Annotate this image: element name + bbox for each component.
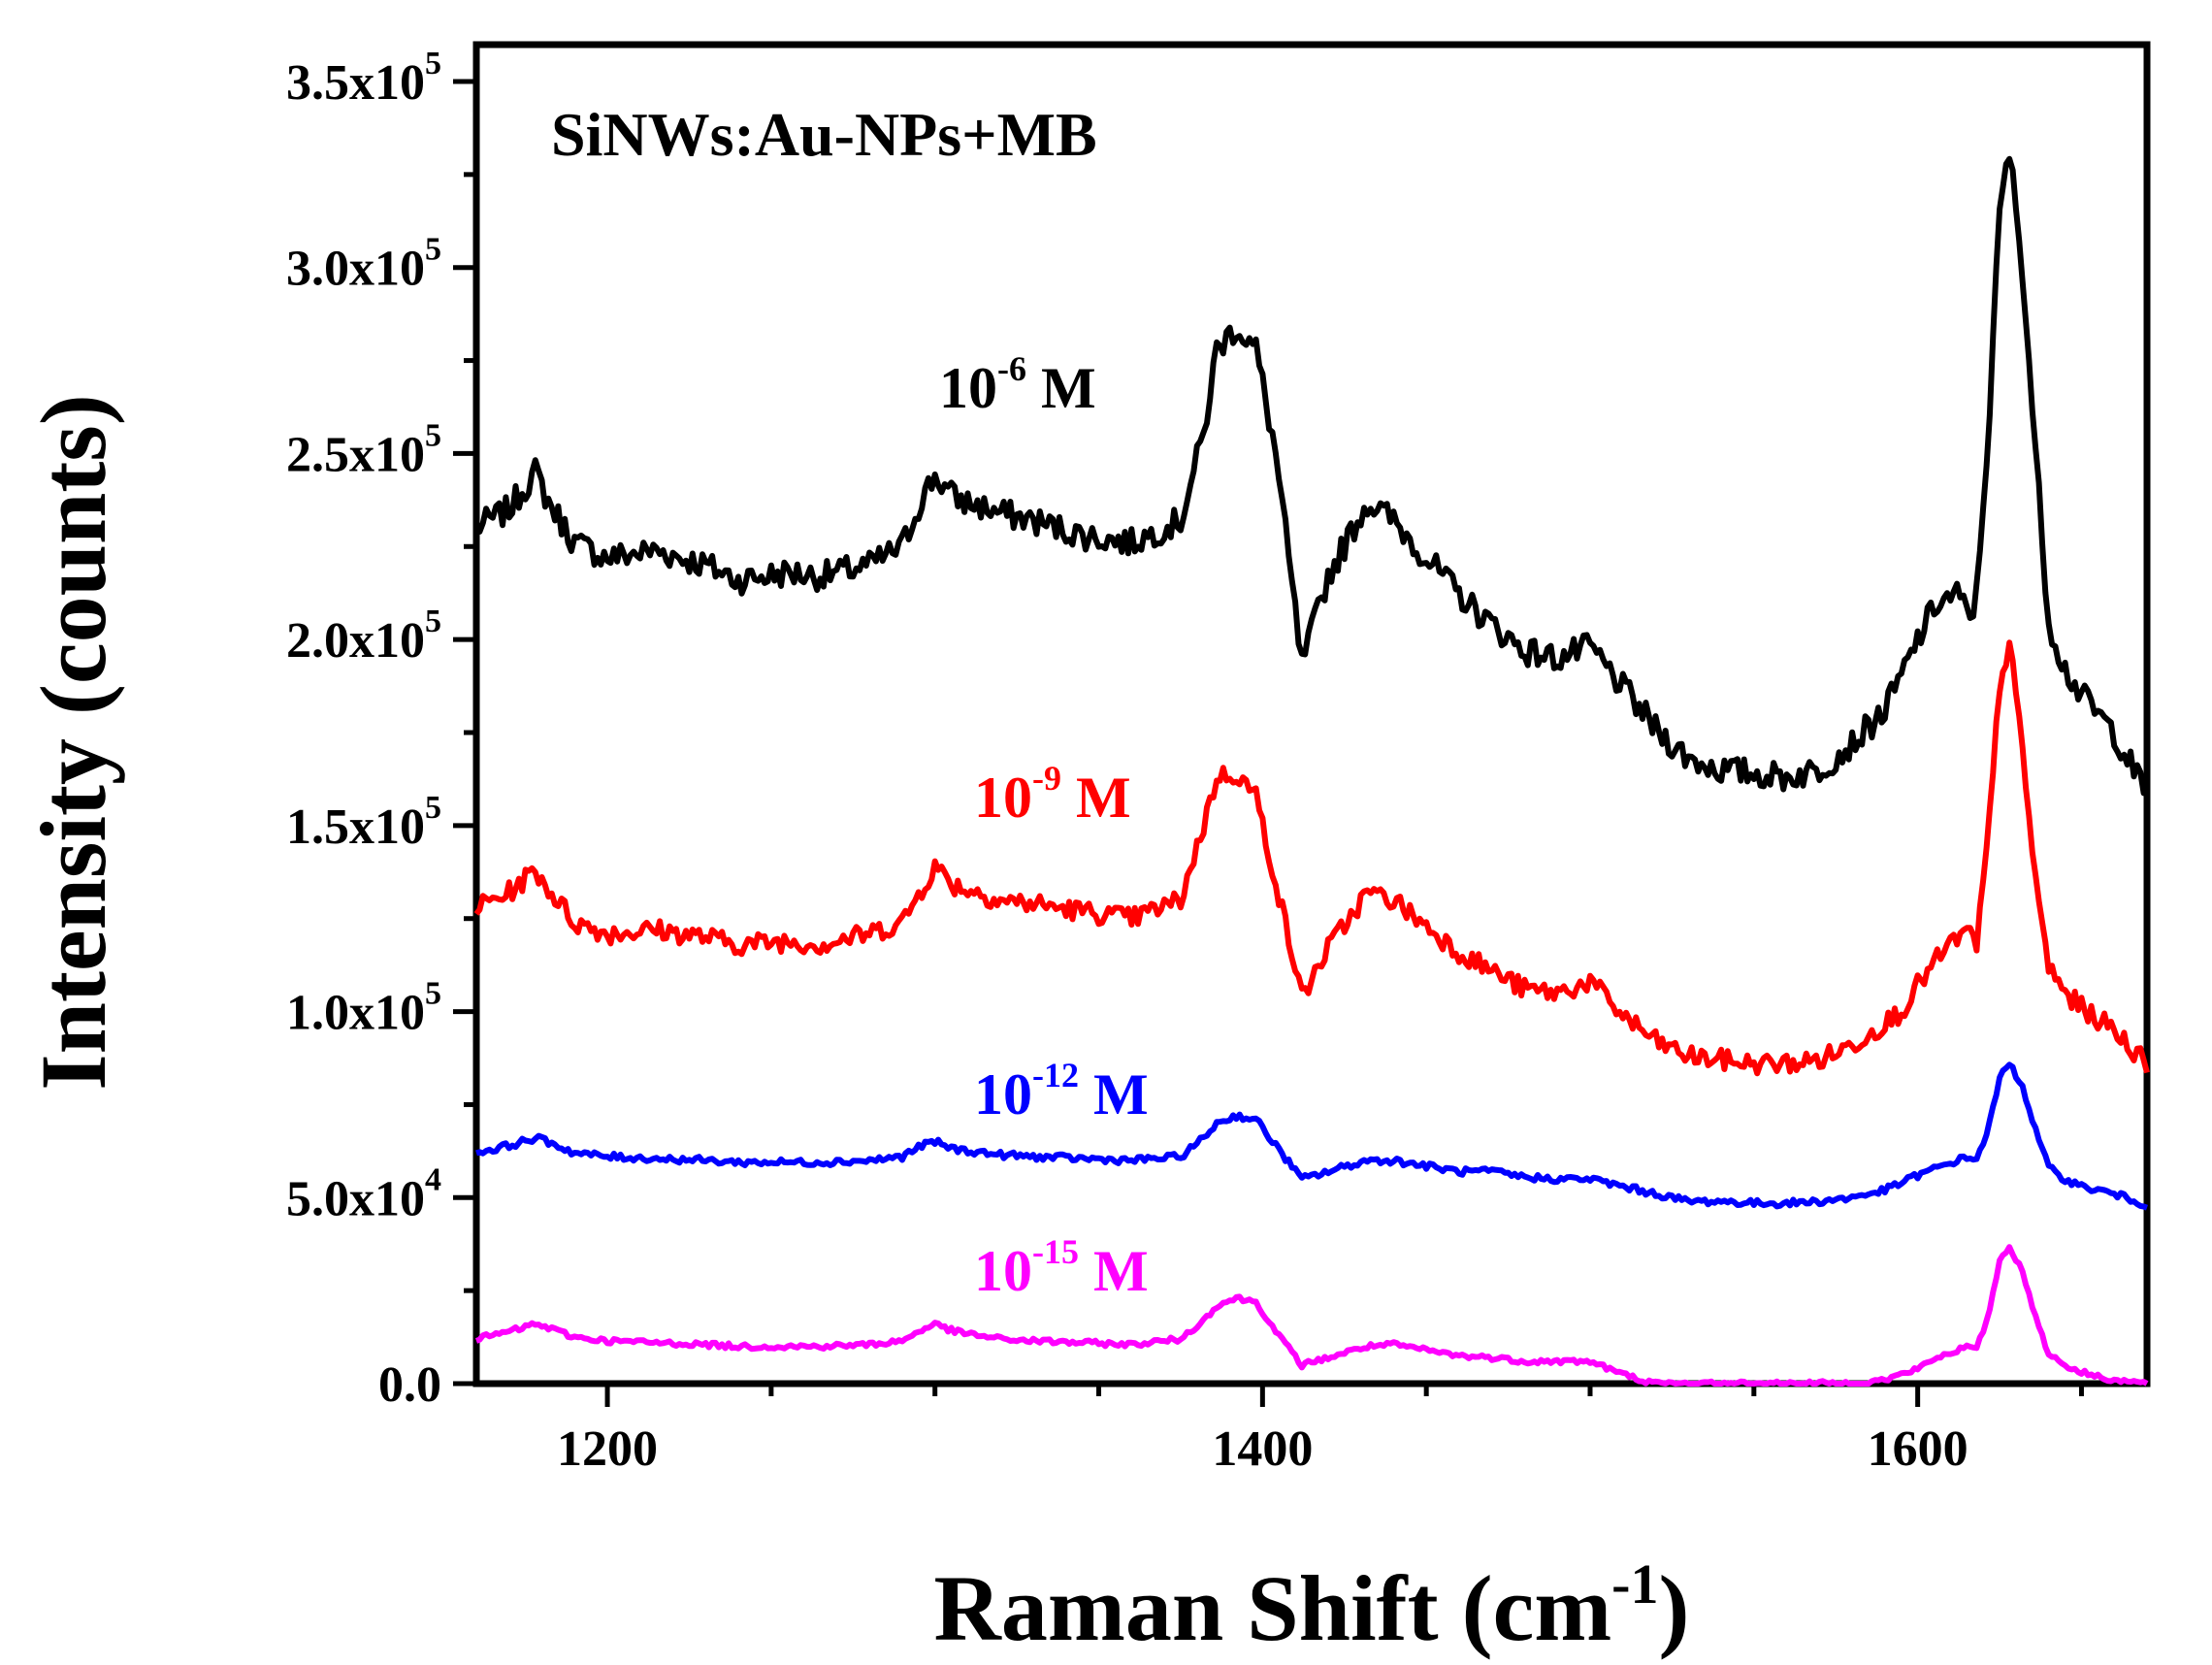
x-axis-ticks: 1200 1400 1600	[557, 1384, 2084, 1477]
y-tick-mantissa: 3.5x10	[286, 55, 425, 111]
y-tick-exponent: 5	[425, 604, 441, 639]
series-label-base: 10	[939, 356, 997, 420]
y-tick-mantissa: 0.0	[378, 1357, 441, 1413]
x-axis-title: Raman Shift (cm-1)	[934, 1552, 1690, 1660]
y-tick-mantissa: 1.5x10	[286, 800, 425, 855]
series-label-exponent: -6	[997, 349, 1026, 388]
y-tick-label: 0.0	[378, 1357, 441, 1413]
chart-title: SiNWs:Au-NPs+MB	[551, 100, 1097, 169]
series-line-1	[473, 155, 2149, 797]
x-tick-label: 1600	[1868, 1421, 1968, 1477]
x-tick-label: 1400	[1212, 1421, 1313, 1477]
y-axis-title: Intensity (counts)	[21, 394, 125, 1090]
x-axis-title-exponent: -1	[1611, 1552, 1658, 1616]
series-label-base: 10	[974, 1239, 1032, 1303]
series-line-4	[475, 1244, 2149, 1387]
series-label-unit: M	[1026, 356, 1096, 420]
series-label-exponent: -15	[1032, 1232, 1079, 1271]
y-tick-label: 3.5x105	[286, 46, 441, 111]
plot-frame	[472, 41, 2151, 1388]
series-label-exponent: -9	[1032, 759, 1061, 798]
series-label-exponent: -12	[1032, 1056, 1079, 1094]
y-tick-exponent: 5	[425, 232, 441, 268]
series-label-unit: M	[1079, 1062, 1149, 1126]
y-tick-mantissa: 3.0x10	[286, 242, 425, 297]
series-line-2	[473, 639, 2150, 1077]
y-tick-label: 2.0x105	[286, 604, 441, 669]
y-tick-mantissa: 1.0x10	[286, 986, 425, 1041]
y-tick-label: 5.0x104	[286, 1161, 441, 1226]
series-label-4: 10-15 M	[974, 1232, 1149, 1303]
x-tick-label: 1200	[557, 1421, 658, 1477]
y-tick-mantissa: 2.5x10	[286, 427, 425, 482]
y-tick-exponent: 4	[425, 1161, 441, 1197]
y-tick-exponent: 5	[425, 417, 441, 453]
series-label-3: 10-12 M	[974, 1056, 1149, 1126]
x-axis-title-main: Raman Shift (cm	[934, 1556, 1612, 1660]
y-tick-label: 3.0x105	[286, 232, 441, 297]
x-axis-title-end: )	[1658, 1556, 1689, 1660]
series-line-3	[475, 1061, 2148, 1211]
y-tick-label: 1.5x105	[286, 790, 441, 855]
series-lines	[473, 155, 2150, 1387]
y-tick-exponent: 5	[425, 976, 441, 1012]
series-label-1: 10-6 M	[939, 349, 1096, 420]
series-label-2: 10-9 M	[974, 759, 1131, 830]
series-labels: 10-6 M10-9 M10-12 M10-15 M	[939, 349, 1149, 1303]
y-tick-exponent: 5	[425, 46, 441, 82]
series-label-base: 10	[974, 1062, 1032, 1126]
y-tick-mantissa: 5.0x10	[286, 1171, 425, 1226]
y-tick-mantissa: 2.0x10	[286, 613, 425, 669]
y-axis-ticks: 0.05.0x1041.0x1051.5x1052.0x1052.5x1053.…	[286, 46, 476, 1413]
y-tick-label: 1.0x105	[286, 976, 441, 1041]
y-tick-exponent: 5	[425, 790, 441, 826]
y-tick-label: 2.5x105	[286, 417, 441, 482]
series-label-unit: M	[1079, 1239, 1149, 1303]
series-label-unit: M	[1061, 766, 1131, 830]
series-label-base: 10	[974, 766, 1032, 830]
